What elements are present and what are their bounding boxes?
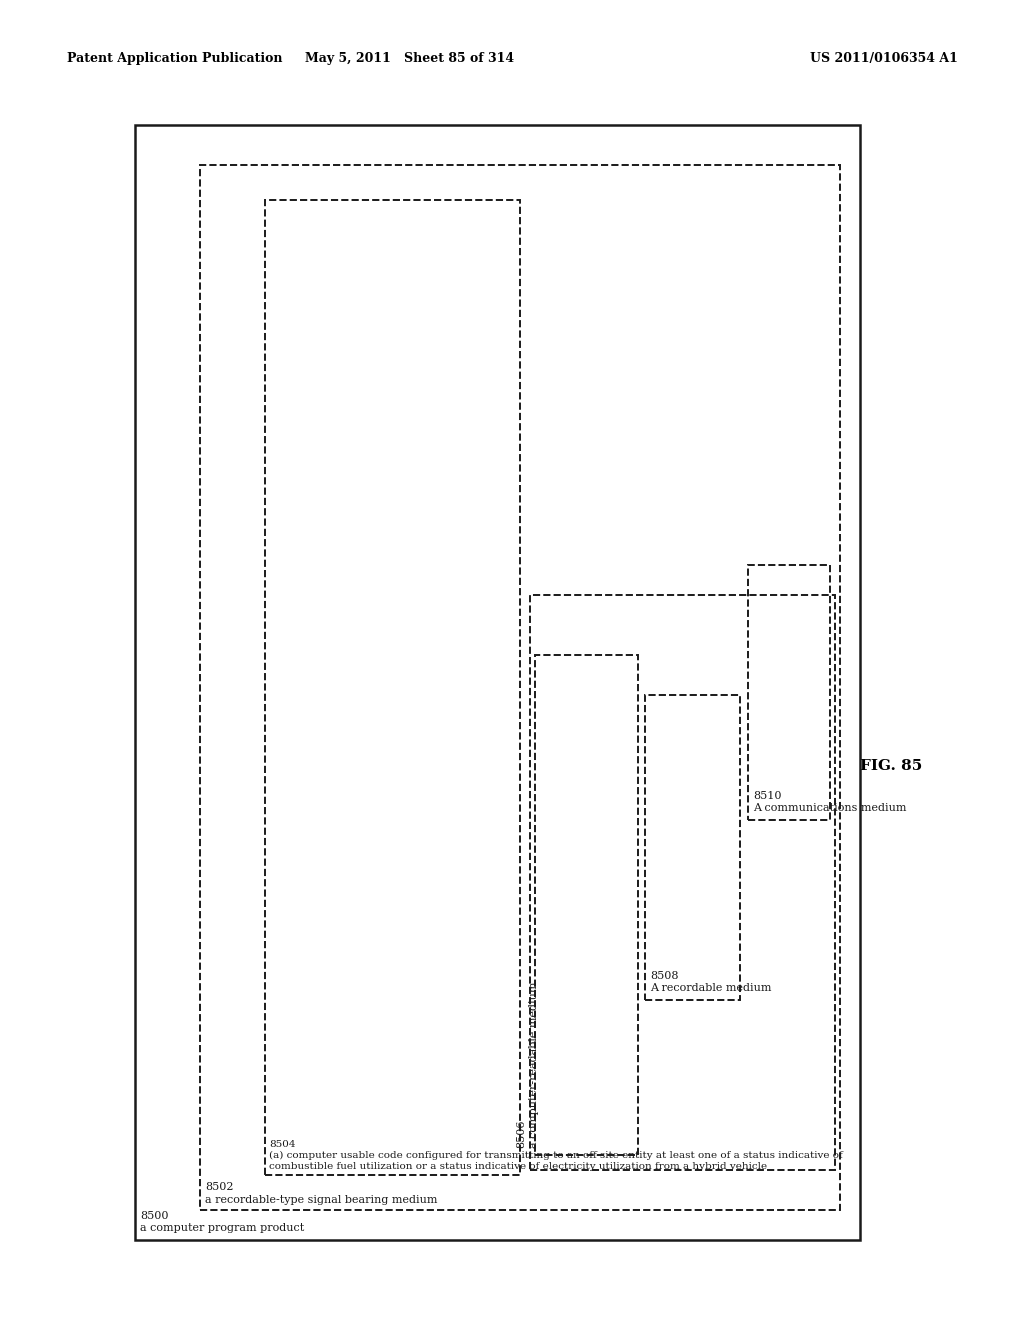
Bar (535, 655, 638, 1155)
Bar (200, 165, 840, 1210)
Text: 8508
A recordable medium: 8508 A recordable medium (650, 972, 772, 994)
Text: 8504
(a) computer usable code configured for transmitting to an off-site entity : 8504 (a) computer usable code configured… (269, 1139, 843, 1171)
Bar (530, 595, 835, 1170)
Text: 8500
a computer program product: 8500 a computer program product (140, 1210, 304, 1233)
Text: 8510
A communications medium: 8510 A communications medium (753, 791, 906, 813)
Bar (748, 565, 830, 820)
Text: FIG. 85: FIG. 85 (860, 759, 922, 772)
Text: Patent Application Publication: Patent Application Publication (67, 51, 282, 65)
Text: May 5, 2011   Sheet 85 of 314: May 5, 2011 Sheet 85 of 314 (305, 51, 514, 65)
Bar (265, 201, 520, 1175)
Text: 8502
a recordable-type signal bearing medium: 8502 a recordable-type signal bearing me… (205, 1183, 437, 1205)
Text: US 2011/0106354 A1: US 2011/0106354 A1 (810, 51, 957, 65)
Bar (645, 696, 740, 1001)
Text: 8506
a computer-readable medium: 8506 a computer-readable medium (517, 982, 539, 1148)
Bar (135, 125, 860, 1239)
